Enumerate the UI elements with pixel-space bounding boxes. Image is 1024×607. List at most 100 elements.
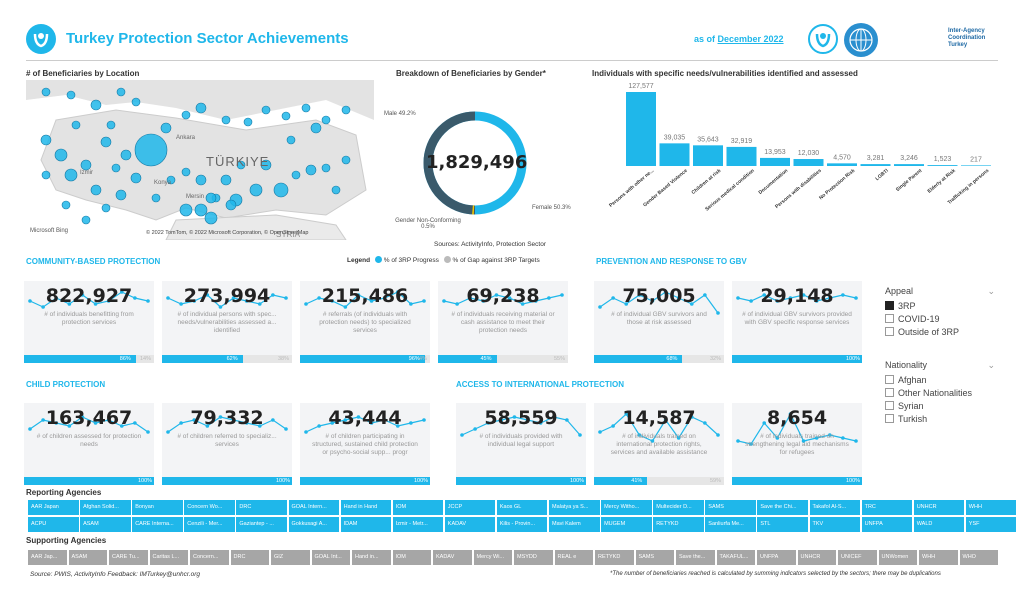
- map-bubble[interactable]: [131, 97, 141, 107]
- agency-chip[interactable]: WHO: [959, 550, 998, 565]
- slicer-option[interactable]: Afghan: [885, 375, 995, 385]
- agency-chip[interactable]: CARE Tu...: [109, 550, 148, 565]
- agency-chip[interactable]: ASAM: [80, 517, 131, 532]
- agency-chip[interactable]: Multecider D...: [653, 500, 704, 515]
- agency-chip[interactable]: Mavi Kalem: [549, 517, 600, 532]
- agency-chip[interactable]: TRC: [861, 500, 913, 515]
- agency-chip[interactable]: MSYDD: [514, 550, 553, 565]
- map-bubble[interactable]: [181, 110, 191, 120]
- agency-chip[interactable]: Malatya ya S...: [549, 500, 600, 515]
- agency-chip[interactable]: Concern Wo...: [184, 500, 235, 515]
- kpi-card[interactable]: 8,654 # of individuals trained on streng…: [732, 403, 862, 485]
- agency-chip[interactable]: JCCP: [444, 500, 496, 515]
- map-bubble[interactable]: [194, 203, 208, 217]
- kpi-card[interactable]: 69,238 # of individuals receiving materi…: [438, 281, 568, 363]
- map-bubble[interactable]: [305, 164, 317, 176]
- agency-chip[interactable]: Izmir - Metr...: [392, 517, 444, 532]
- agency-chip[interactable]: WALD: [913, 517, 965, 532]
- agency-chip[interactable]: Afghan Solid...: [80, 500, 131, 515]
- chevron-down-icon[interactable]: ⌄: [987, 286, 995, 296]
- agency-chip[interactable]: Concern...: [190, 550, 229, 565]
- map-bubble[interactable]: [64, 168, 78, 182]
- agency-chip[interactable]: UNHCR: [913, 500, 965, 515]
- checkbox[interactable]: [885, 401, 894, 410]
- agency-chip[interactable]: Mercy Witho...: [601, 500, 652, 515]
- map-bubble[interactable]: [80, 159, 92, 171]
- beneficiaries-map[interactable]: TÜRKIYE SYRIA Izmir Ankara Konya Mersin …: [26, 80, 374, 240]
- map-bubble[interactable]: [204, 211, 218, 225]
- kpi-card[interactable]: 14,587 # of individuals trained on inter…: [594, 403, 724, 485]
- kpi-card[interactable]: 215,486 # referrals (of individuals with…: [300, 281, 430, 363]
- kpi-card[interactable]: 822,927 # of individuals benefitting fro…: [24, 281, 154, 363]
- agency-chip[interactable]: GOAL Intern...: [288, 500, 340, 515]
- map-bubble[interactable]: [321, 115, 331, 125]
- agency-chip[interactable]: WHH: [965, 500, 1017, 515]
- gender-donut[interactable]: [410, 108, 540, 218]
- map-bubble[interactable]: [81, 215, 91, 225]
- map-bubble[interactable]: [41, 87, 51, 97]
- map-bubble[interactable]: [261, 105, 271, 115]
- map-bubble[interactable]: [281, 111, 291, 121]
- bar[interactable]: [827, 163, 857, 166]
- map-bubble[interactable]: [341, 155, 351, 165]
- agency-chip[interactable]: AAR Jap...: [28, 550, 67, 565]
- map-bubble[interactable]: [71, 120, 81, 130]
- map-bubble[interactable]: [341, 105, 351, 115]
- donut-male[interactable]: [423, 111, 476, 215]
- map-bubble[interactable]: [130, 172, 142, 184]
- map-bubble[interactable]: [221, 115, 231, 125]
- slicer-option[interactable]: COVID-19: [885, 314, 995, 324]
- agency-chip[interactable]: MUGEM: [601, 517, 652, 532]
- agency-chip[interactable]: SAMS: [635, 550, 674, 565]
- checkbox[interactable]: [885, 414, 894, 423]
- agency-chip[interactable]: GIZ: [271, 550, 310, 565]
- agency-chip[interactable]: AAR Japan: [28, 500, 79, 515]
- agency-chip[interactable]: Takafol Al-S...: [809, 500, 861, 515]
- map-bubble[interactable]: [111, 163, 121, 173]
- agency-chip[interactable]: KADAV: [433, 550, 472, 565]
- agency-chip[interactable]: ASAM: [68, 550, 107, 565]
- map-bubble[interactable]: [195, 174, 207, 186]
- kpi-card[interactable]: 75,005 # of individual GBV survivors and…: [594, 281, 724, 363]
- agency-chip[interactable]: KADAV: [444, 517, 496, 532]
- agency-chip[interactable]: Hand in...: [352, 550, 391, 565]
- map-bubble[interactable]: [205, 192, 217, 204]
- bar[interactable]: [927, 165, 958, 166]
- map-bubble[interactable]: [260, 159, 272, 171]
- agency-chip[interactable]: DRC: [236, 500, 287, 515]
- slicer-option[interactable]: Other Nationalities: [885, 388, 995, 398]
- map-bubble[interactable]: [160, 122, 172, 134]
- map-bubble[interactable]: [179, 203, 193, 217]
- bar[interactable]: [860, 164, 891, 166]
- map-bubble[interactable]: [220, 174, 232, 186]
- agency-chip[interactable]: UNFPA: [757, 550, 796, 565]
- agency-chip[interactable]: Kaos GL: [496, 500, 548, 515]
- map-bubble[interactable]: [54, 148, 68, 162]
- map-bubble[interactable]: [115, 189, 127, 201]
- agency-chip[interactable]: Save the Chi...: [757, 500, 808, 515]
- bar[interactable]: [626, 92, 656, 166]
- bar[interactable]: [793, 159, 824, 166]
- agency-chip[interactable]: ACPU: [28, 517, 79, 532]
- map-bubble[interactable]: [301, 103, 311, 113]
- map-bubble[interactable]: [151, 193, 161, 203]
- agency-chip[interactable]: Kilis - Provin...: [496, 517, 548, 532]
- agency-chip[interactable]: RETYKD: [595, 550, 634, 565]
- bar[interactable]: [659, 143, 690, 166]
- map-bubble[interactable]: [61, 200, 71, 210]
- agency-chip[interactable]: Mercy Wi...: [473, 550, 512, 565]
- kpi-card[interactable]: 273,994 # of individual persons with spe…: [162, 281, 292, 363]
- agency-chip[interactable]: Gokkusagi A...: [288, 517, 340, 532]
- map-bubble[interactable]: [236, 160, 246, 170]
- chevron-down-icon[interactable]: ⌄: [987, 360, 995, 370]
- map-bubble[interactable]: [41, 170, 51, 180]
- agency-chip[interactable]: DRC: [230, 550, 269, 565]
- agency-chip[interactable]: UNWomen: [878, 550, 917, 565]
- agency-chip[interactable]: Bonyan: [132, 500, 183, 515]
- checkbox[interactable]: [885, 388, 894, 397]
- agency-chip[interactable]: TKV: [809, 517, 861, 532]
- agency-chip[interactable]: Gaziantep - ...: [236, 517, 287, 532]
- map-bubble[interactable]: [321, 163, 331, 173]
- map-bubble[interactable]: [106, 120, 116, 130]
- map-bubble[interactable]: [90, 184, 102, 196]
